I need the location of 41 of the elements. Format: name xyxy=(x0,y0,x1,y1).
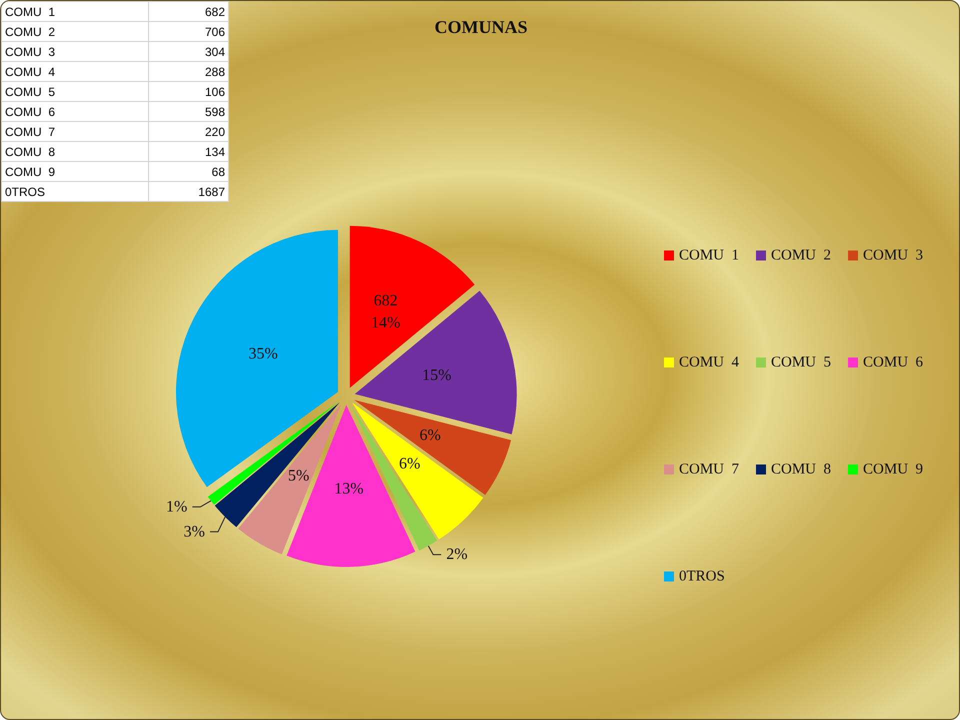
legend-label: COMU 6 xyxy=(863,354,924,370)
data-label: 682 xyxy=(148,2,228,22)
data-label: 134 xyxy=(148,142,228,162)
legend-label: COMU 7 xyxy=(679,462,740,478)
legend-label: COMU 8 xyxy=(771,462,832,478)
category-label: COMU 7 xyxy=(2,122,148,142)
data-label: 682 14% xyxy=(370,292,400,332)
category-label: COMU 9 xyxy=(2,162,148,182)
category-label: COMU 6 xyxy=(2,102,148,122)
data-label: 2% xyxy=(446,546,468,564)
data-label: 288 xyxy=(148,62,228,82)
data-label: 106 xyxy=(148,82,228,102)
legend-label: COMU 5 xyxy=(771,354,832,370)
category-label: COMU 2 xyxy=(2,22,148,42)
data-label: 6% xyxy=(399,455,420,472)
category-label: 0TROS xyxy=(2,182,148,202)
data-label: 68 xyxy=(148,162,228,182)
data-label: 15% xyxy=(422,367,452,384)
data-label: 304 xyxy=(148,42,228,62)
data-label: 220 xyxy=(148,122,228,142)
legend-label: COMU 4 xyxy=(679,354,740,370)
chart-title: COMUNAS xyxy=(434,17,528,37)
legend-label: COMU 9 xyxy=(863,462,924,478)
data-label: 13% xyxy=(334,480,364,498)
category-label: COMU 8 xyxy=(2,142,148,162)
category-label: COMU 5 xyxy=(2,82,148,102)
data-label: 5% xyxy=(288,468,310,485)
legend-label: COMU 1 xyxy=(679,248,740,264)
data-label: 706 xyxy=(148,22,228,42)
category-label: COMU 4 xyxy=(2,62,148,82)
data-label: 3% xyxy=(184,523,206,540)
category-label: COMU 1 xyxy=(2,2,148,22)
data-label: 1% xyxy=(166,498,188,516)
data-label: 1687 xyxy=(148,182,228,202)
category-label: COMU 3 xyxy=(2,42,148,62)
data-label: 598 xyxy=(148,102,228,122)
data-label: 35% xyxy=(248,345,278,362)
data-label: 6% xyxy=(419,427,441,444)
legend-label: COMU 3 xyxy=(863,248,924,264)
legend-label: COMU 2 xyxy=(771,248,832,264)
legend-label: 0TROS xyxy=(679,568,725,584)
